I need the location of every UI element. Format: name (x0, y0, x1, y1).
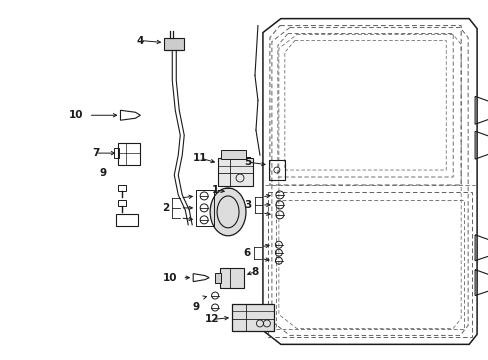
Text: 10: 10 (163, 273, 177, 283)
Bar (221, 150, 245, 159)
Text: 10: 10 (68, 110, 83, 120)
Bar (196, 190, 214, 226)
Text: 2: 2 (162, 203, 168, 213)
Bar (113, 148, 119, 158)
Text: 8: 8 (251, 267, 258, 276)
Bar (220, 268, 244, 288)
Bar (116, 214, 138, 226)
Text: 1: 1 (211, 185, 218, 195)
Text: 3: 3 (244, 200, 251, 210)
Text: 9: 9 (100, 168, 107, 178)
Bar (118, 200, 126, 206)
Bar (118, 185, 126, 191)
Ellipse shape (210, 188, 245, 236)
Bar (268, 160, 285, 180)
Text: 5: 5 (244, 157, 251, 167)
Bar (232, 303, 273, 332)
Text: 4: 4 (137, 36, 144, 46)
Text: 6: 6 (243, 248, 250, 258)
Text: 11: 11 (193, 153, 207, 163)
Text: 7: 7 (92, 148, 99, 158)
Bar (164, 37, 184, 50)
Bar (218, 158, 252, 186)
Bar (118, 143, 140, 165)
Bar (215, 273, 221, 283)
Text: 9: 9 (192, 302, 199, 311)
Text: 12: 12 (204, 314, 219, 324)
